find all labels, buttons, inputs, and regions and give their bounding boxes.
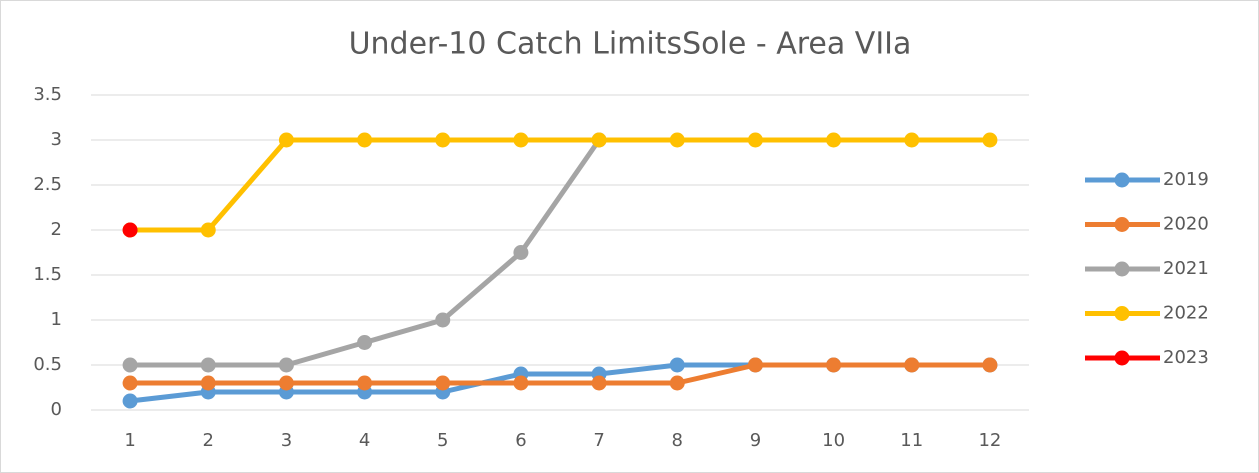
legend-marker [1114, 172, 1130, 188]
point [591, 375, 607, 391]
x-tick-label: 5 [437, 430, 448, 451]
legend-label: 2020 [1163, 214, 1209, 235]
x-tick-label: 11 [900, 430, 923, 451]
legend-marker [1114, 350, 1130, 366]
y-tick-label: 0.5 [33, 354, 62, 375]
y-tick-label: 2.5 [33, 174, 62, 195]
y-tick-label: 0 [51, 399, 62, 420]
point [435, 375, 451, 391]
x-tick-label: 8 [672, 430, 683, 451]
point [435, 312, 451, 328]
chart-title: Under-10 Catch LimitsSole - Area VIIa [349, 27, 912, 62]
point [122, 357, 138, 373]
point [826, 132, 842, 148]
point [357, 132, 373, 148]
x-tick-label: 3 [281, 430, 292, 451]
point [357, 335, 373, 350]
x-tick-label: 9 [750, 430, 761, 451]
point [669, 375, 685, 391]
point [200, 375, 216, 391]
y-tick-label: 3 [51, 129, 62, 150]
point [513, 132, 529, 148]
point [278, 375, 294, 391]
point [122, 222, 138, 238]
x-tick-label: 7 [593, 430, 604, 451]
legend-label: 2021 [1163, 258, 1209, 279]
point [669, 132, 685, 148]
point [200, 222, 216, 238]
point [904, 357, 920, 373]
point [982, 132, 998, 148]
point [591, 132, 607, 148]
point [747, 132, 763, 148]
point [122, 375, 138, 391]
series-line [130, 362, 990, 386]
point [904, 132, 920, 148]
x-tick-label: 6 [515, 430, 526, 451]
legend-marker [1114, 306, 1130, 321]
point [357, 375, 373, 391]
x-tick-label: 10 [822, 430, 845, 451]
legend-label: 2023 [1163, 347, 1209, 368]
point [278, 132, 294, 148]
point [669, 357, 685, 373]
point [200, 357, 216, 373]
legend-marker [1114, 217, 1130, 232]
point [435, 132, 451, 148]
y-tick-label: 1 [51, 309, 62, 330]
x-tick-label: 2 [203, 430, 214, 451]
point [747, 357, 763, 373]
point [982, 357, 998, 373]
point [826, 357, 842, 373]
series-line [130, 137, 990, 233]
x-tick-label: 4 [359, 430, 370, 451]
x-tick-label: 1 [124, 430, 135, 451]
y-tick-label: 3.5 [33, 84, 62, 105]
y-tick-label: 1.5 [33, 264, 62, 285]
point [278, 357, 294, 373]
point [513, 375, 529, 391]
legend-label: 2022 [1163, 303, 1209, 324]
legend-label: 2019 [1163, 169, 1209, 190]
legend-marker [1114, 261, 1130, 277]
y-tick-label: 2 [51, 219, 62, 240]
point [513, 245, 529, 260]
point [122, 393, 138, 409]
x-tick-label: 12 [978, 430, 1001, 451]
